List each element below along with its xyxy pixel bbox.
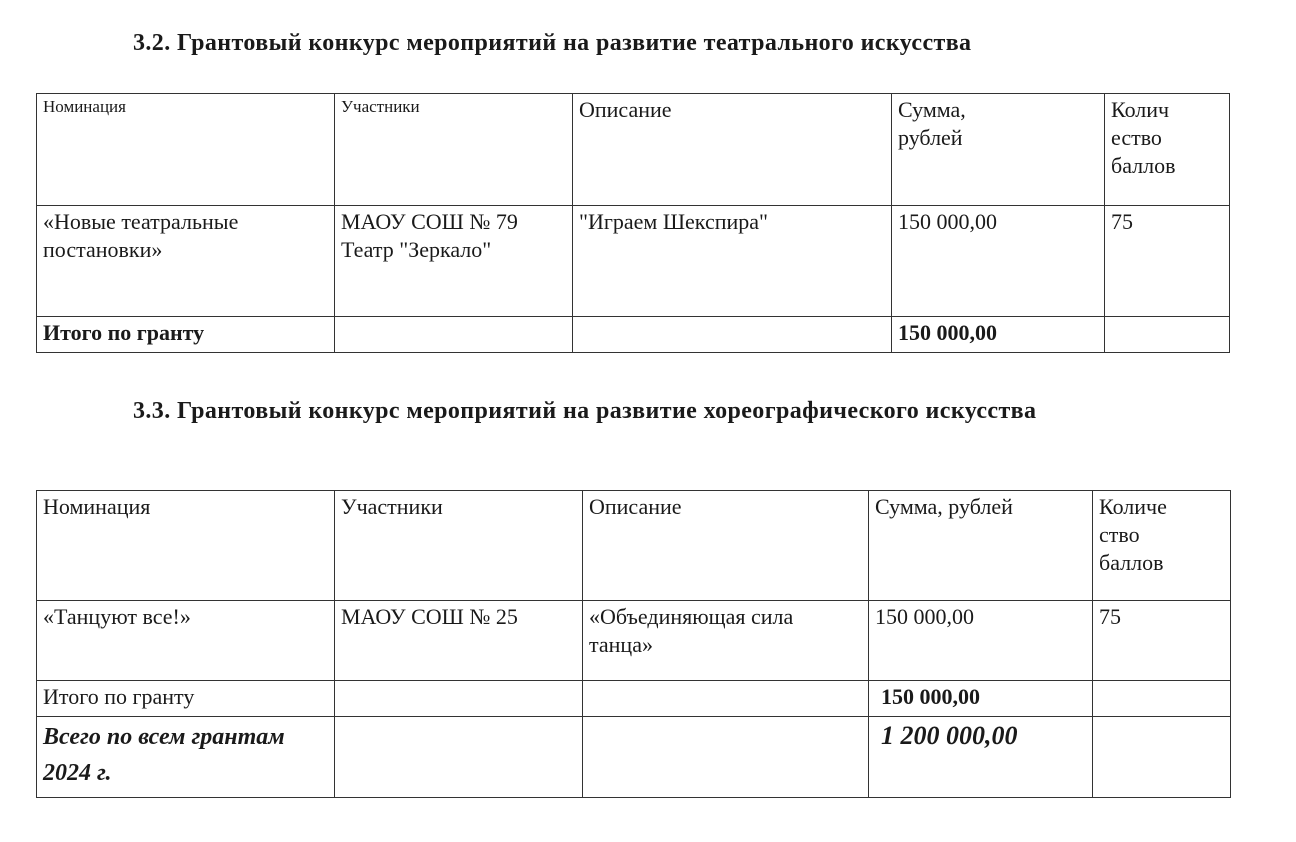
total-sum: 150 000,00	[868, 680, 1093, 717]
total-label: Итого по гранту	[36, 316, 335, 353]
header-score-line: ство	[1099, 522, 1140, 547]
header-score-line: Количе	[1099, 494, 1167, 519]
cell-participants: МАОУ СОШ № 79 Театр "Зеркало"	[334, 205, 573, 317]
header-sum-line: рублей	[898, 125, 963, 150]
cell-sum: 150 000,00	[891, 205, 1105, 317]
section-3-2-title: 3.2. Грантовый конкурс мероприятий на ра…	[133, 30, 972, 56]
header-nomination: Номинация	[36, 93, 335, 206]
choreography-grant-table: Номинация Участники Описание Сумма, рубл…	[36, 490, 1231, 798]
empty-cell	[334, 716, 583, 798]
total-row: Итого по гранту 150 000,00	[36, 680, 1231, 717]
empty-cell	[1092, 680, 1231, 717]
header-score-line: Колич	[1111, 97, 1170, 122]
empty-cell	[582, 716, 869, 798]
table-row: «Новые театральные постановки» МАОУ СОШ …	[36, 205, 1230, 317]
cell-description: «Объединяющая сила танца»	[582, 600, 869, 681]
empty-cell	[334, 680, 583, 717]
table-header-row: Номинация Участники Описание Сумма, рубл…	[36, 490, 1231, 601]
header-participants: Участники	[334, 93, 573, 206]
total-row: Итого по гранту 150 000,00	[36, 316, 1230, 353]
header-score-line: ество	[1111, 125, 1162, 150]
table-header-row: Номинация Участники Описание Сумма, рубле…	[36, 93, 1230, 206]
grand-total-sum: 1 200 000,00	[868, 716, 1093, 798]
header-participants: Участники	[334, 490, 583, 601]
cell-participants: МАОУ СОШ № 25	[334, 600, 583, 681]
header-score-line: баллов	[1111, 153, 1176, 178]
header-score-line: баллов	[1099, 550, 1164, 575]
empty-cell	[1104, 316, 1230, 353]
total-label: Итого по гранту	[36, 680, 335, 717]
empty-cell	[1092, 716, 1231, 798]
empty-cell	[582, 680, 869, 717]
header-score: Колич ество баллов	[1104, 93, 1230, 206]
cell-sum: 150 000,00	[868, 600, 1093, 681]
empty-cell	[572, 316, 892, 353]
grand-total-label: Всего по всем грантам 2024 г.	[36, 716, 335, 798]
cell-score: 75	[1104, 205, 1230, 317]
theatre-grant-table: Номинация Участники Описание Сумма, рубле…	[36, 93, 1230, 353]
cell-nomination: «Танцуют все!»	[36, 600, 335, 681]
header-sum: Сумма, рублей	[891, 93, 1105, 206]
cell-score: 75	[1092, 600, 1231, 681]
section-3-3-title: 3.3. Грантовый конкурс мероприятий на ра…	[133, 398, 1037, 424]
header-score: Количе ство баллов	[1092, 490, 1231, 601]
empty-cell	[334, 316, 573, 353]
header-sum: Сумма, рублей	[868, 490, 1093, 601]
cell-nomination: «Новые театральные постановки»	[36, 205, 335, 317]
grand-total-row: Всего по всем грантам 2024 г. 1 200 000,…	[36, 716, 1231, 798]
total-sum: 150 000,00	[891, 316, 1105, 353]
cell-description: "Играем Шекспира"	[572, 205, 892, 317]
header-nomination: Номинация	[36, 490, 335, 601]
table-row: «Танцуют все!» МАОУ СОШ № 25 «Объединяющ…	[36, 600, 1231, 681]
header-description: Описание	[572, 93, 892, 206]
header-sum-line: Сумма,	[898, 97, 966, 122]
header-description: Описание	[582, 490, 869, 601]
